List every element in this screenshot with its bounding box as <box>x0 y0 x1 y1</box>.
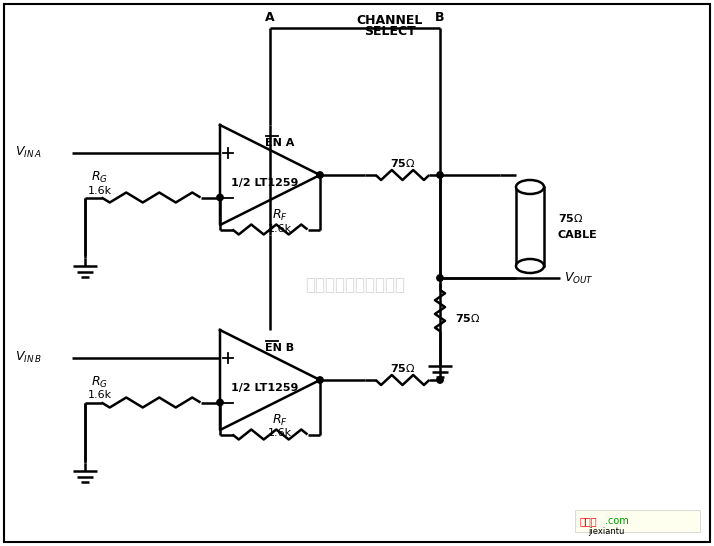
Text: 1/2 LT1259: 1/2 LT1259 <box>231 383 298 393</box>
Text: B: B <box>436 11 445 24</box>
Text: 75$\Omega$: 75$\Omega$ <box>390 157 416 169</box>
Text: 75$\Omega$: 75$\Omega$ <box>390 362 416 374</box>
Bar <box>575 510 700 532</box>
Circle shape <box>317 377 323 383</box>
Text: $V_{OUT}$: $V_{OUT}$ <box>564 270 594 286</box>
Text: 1/2 LT1259: 1/2 LT1259 <box>231 178 298 188</box>
Circle shape <box>437 377 443 383</box>
Text: CABLE: CABLE <box>558 229 598 240</box>
Text: SELECT: SELECT <box>364 25 416 38</box>
Text: $R_G$: $R_G$ <box>91 375 109 390</box>
Text: 1.6k: 1.6k <box>88 390 112 401</box>
Circle shape <box>217 399 223 406</box>
Text: $V_{IN\,A}$: $V_{IN\,A}$ <box>15 145 41 160</box>
Circle shape <box>437 172 443 178</box>
Text: .com: .com <box>605 516 629 526</box>
Text: CHANNEL: CHANNEL <box>357 14 423 27</box>
Text: $R_G$: $R_G$ <box>91 170 109 185</box>
Bar <box>516 187 544 266</box>
Text: 1.6k: 1.6k <box>268 223 292 234</box>
Text: EN B: EN B <box>266 343 295 353</box>
Circle shape <box>217 194 223 201</box>
Text: $R_F$: $R_F$ <box>272 208 288 223</box>
Text: 1.6k: 1.6k <box>88 186 112 195</box>
Text: 1.6k: 1.6k <box>268 429 292 438</box>
Text: jiexiantu: jiexiantu <box>588 526 624 536</box>
Text: A: A <box>265 11 275 24</box>
Text: EN A: EN A <box>266 138 295 148</box>
Ellipse shape <box>516 180 544 194</box>
Text: 接线图: 接线图 <box>580 516 598 526</box>
Circle shape <box>437 275 443 281</box>
Circle shape <box>317 172 323 178</box>
Text: $V_{IN\,B}$: $V_{IN\,B}$ <box>15 350 41 365</box>
Text: 75$\Omega$: 75$\Omega$ <box>455 312 481 324</box>
Text: $R_F$: $R_F$ <box>272 413 288 428</box>
Text: 杭州特普科技有限公司: 杭州特普科技有限公司 <box>305 276 405 294</box>
Ellipse shape <box>516 259 544 273</box>
Text: 75$\Omega$: 75$\Omega$ <box>558 212 583 224</box>
